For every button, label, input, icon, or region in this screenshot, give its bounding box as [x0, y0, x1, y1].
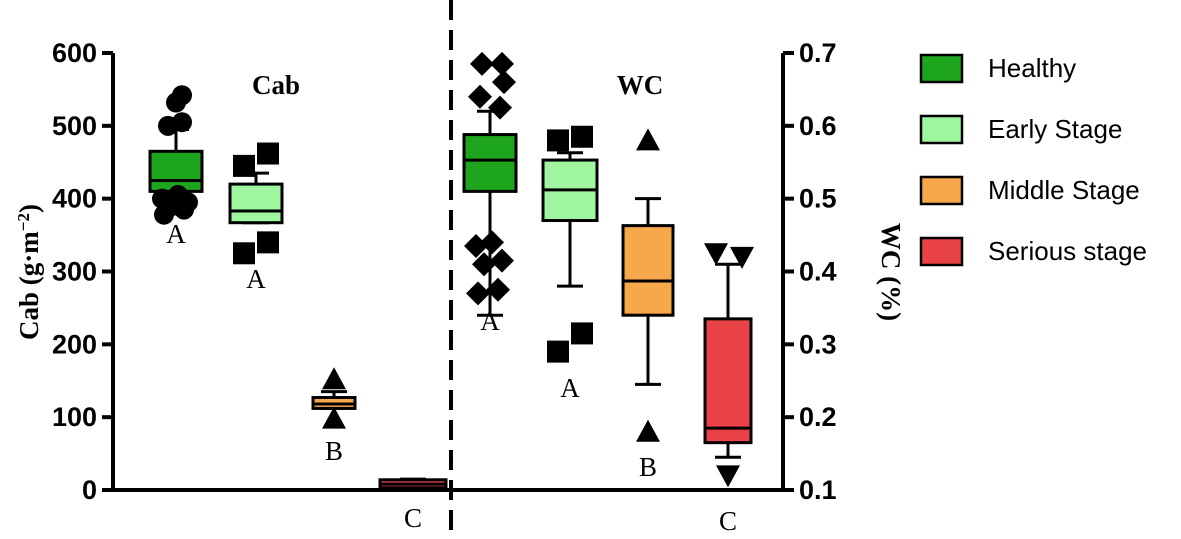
- outlier-point: [464, 234, 488, 259]
- outlier-point: [716, 465, 740, 488]
- right-y-axis-title: WC (%): [876, 223, 906, 321]
- outlier-point: [322, 367, 346, 390]
- legend-label: Serious stage: [988, 236, 1147, 266]
- outlier-point: [486, 277, 510, 302]
- left-y-tick-label: 300: [52, 257, 97, 287]
- outlier-point: [547, 340, 569, 363]
- significance-letter: A: [166, 219, 186, 249]
- outlier-point: [172, 112, 192, 133]
- left-y-axis-title-close: ): [14, 204, 44, 213]
- right-y-tick-label: 0.1: [799, 475, 837, 505]
- outlier-point: [636, 419, 660, 442]
- wc-panel-title: WC: [617, 70, 664, 100]
- outlier-point: [571, 322, 593, 345]
- outlier-point: [472, 252, 496, 277]
- iqr-box: [621, 224, 675, 317]
- right-y-tick-label: 0.3: [799, 329, 837, 359]
- left-y-axis-title: Cab (g·m−2): [14, 204, 45, 340]
- legend-label: Healthy: [988, 53, 1076, 83]
- right-y-tick-label: 0.5: [799, 184, 837, 214]
- iqr-box: [462, 133, 518, 193]
- left-y-tick-label: 200: [52, 329, 97, 359]
- outlier-point: [152, 188, 172, 209]
- left-y-tick-label: 100: [52, 402, 97, 432]
- wc-box-early-stage: A: [541, 125, 599, 403]
- outlier-point: [466, 281, 490, 306]
- legend-item: Middle Stage: [919, 175, 1140, 206]
- outlier-point: [480, 230, 504, 255]
- legend-swatch: [919, 114, 964, 145]
- outlier-point: [488, 95, 512, 120]
- legend-swatch: [919, 175, 964, 206]
- left-y-axis-title-superscript: −2: [14, 213, 33, 231]
- significance-letter: B: [325, 436, 343, 466]
- cab-box-middle-stage: B: [311, 367, 357, 466]
- left-y-tick-label: 600: [52, 38, 97, 68]
- outlier-point: [233, 154, 255, 177]
- legend-swatch: [919, 53, 964, 84]
- cab-box-serious-stage: C: [378, 477, 448, 533]
- outlier-point: [257, 231, 279, 254]
- legend-label: Middle Stage: [988, 175, 1140, 205]
- right-y-tick-label: 0.6: [799, 111, 837, 141]
- legend-item: Serious stage: [919, 236, 1147, 267]
- iqr-box: [703, 317, 753, 445]
- outlier-point: [257, 142, 279, 165]
- boxes-layer: A A B C A A B C: [148, 51, 754, 536]
- significance-letter: C: [719, 506, 737, 536]
- outlier-point: [636, 128, 660, 151]
- outlier-point: [468, 84, 492, 109]
- significance-letter: A: [560, 373, 580, 403]
- outlier-point: [704, 243, 728, 266]
- left-y-axis-title-main: Cab (g·m: [14, 231, 44, 340]
- legend-item: Healthy: [919, 53, 1076, 84]
- significance-letter: A: [246, 264, 266, 294]
- legend-label: Early Stage: [988, 114, 1122, 144]
- left-y-tick-label: 400: [52, 184, 97, 214]
- legend-item: Early Stage: [919, 114, 1122, 145]
- text-layer: Cab WC Cab (g·m−2) WC (%): [14, 70, 907, 340]
- outlier-point: [233, 242, 255, 265]
- wc-box-middle-stage: B: [621, 128, 675, 482]
- outlier-point: [172, 85, 192, 106]
- legend: Healthy Early Stage Middle Stage Serious st…: [919, 53, 1147, 267]
- right-y-tick-label: 0.2: [799, 402, 837, 432]
- outlier-point: [470, 51, 494, 76]
- outlier-point: [490, 51, 514, 76]
- cab-panel-title: Cab: [252, 70, 300, 100]
- cab-box-early-stage: A: [228, 142, 284, 294]
- wc-box-healthy: A: [462, 51, 518, 336]
- legend-swatch: [919, 236, 964, 267]
- outlier-point: [492, 70, 516, 95]
- iqr-box: [228, 182, 284, 225]
- significance-letter: C: [404, 503, 422, 533]
- significance-letter: A: [480, 306, 500, 336]
- right-y-tick-label: 0.4: [799, 257, 837, 287]
- outlier-point: [730, 246, 754, 269]
- axes-layer: 0 100 200 300 400 500 600 0.1 0.2 0.3 0.4 0.5 0.6 0.7: [52, 0, 837, 539]
- outlier-point: [547, 129, 569, 152]
- left-y-tick-label: 0: [82, 475, 97, 505]
- outlier-point: [168, 185, 188, 206]
- outlier-point: [490, 248, 514, 273]
- wc-box-serious-stage: C: [703, 243, 754, 536]
- significance-letter: B: [639, 452, 657, 482]
- outlier-point: [571, 125, 593, 148]
- outlier-point: [322, 406, 346, 429]
- left-y-tick-label: 500: [52, 111, 97, 141]
- right-y-tick-label: 0.7: [799, 38, 837, 68]
- cab-box-healthy: A: [148, 85, 204, 249]
